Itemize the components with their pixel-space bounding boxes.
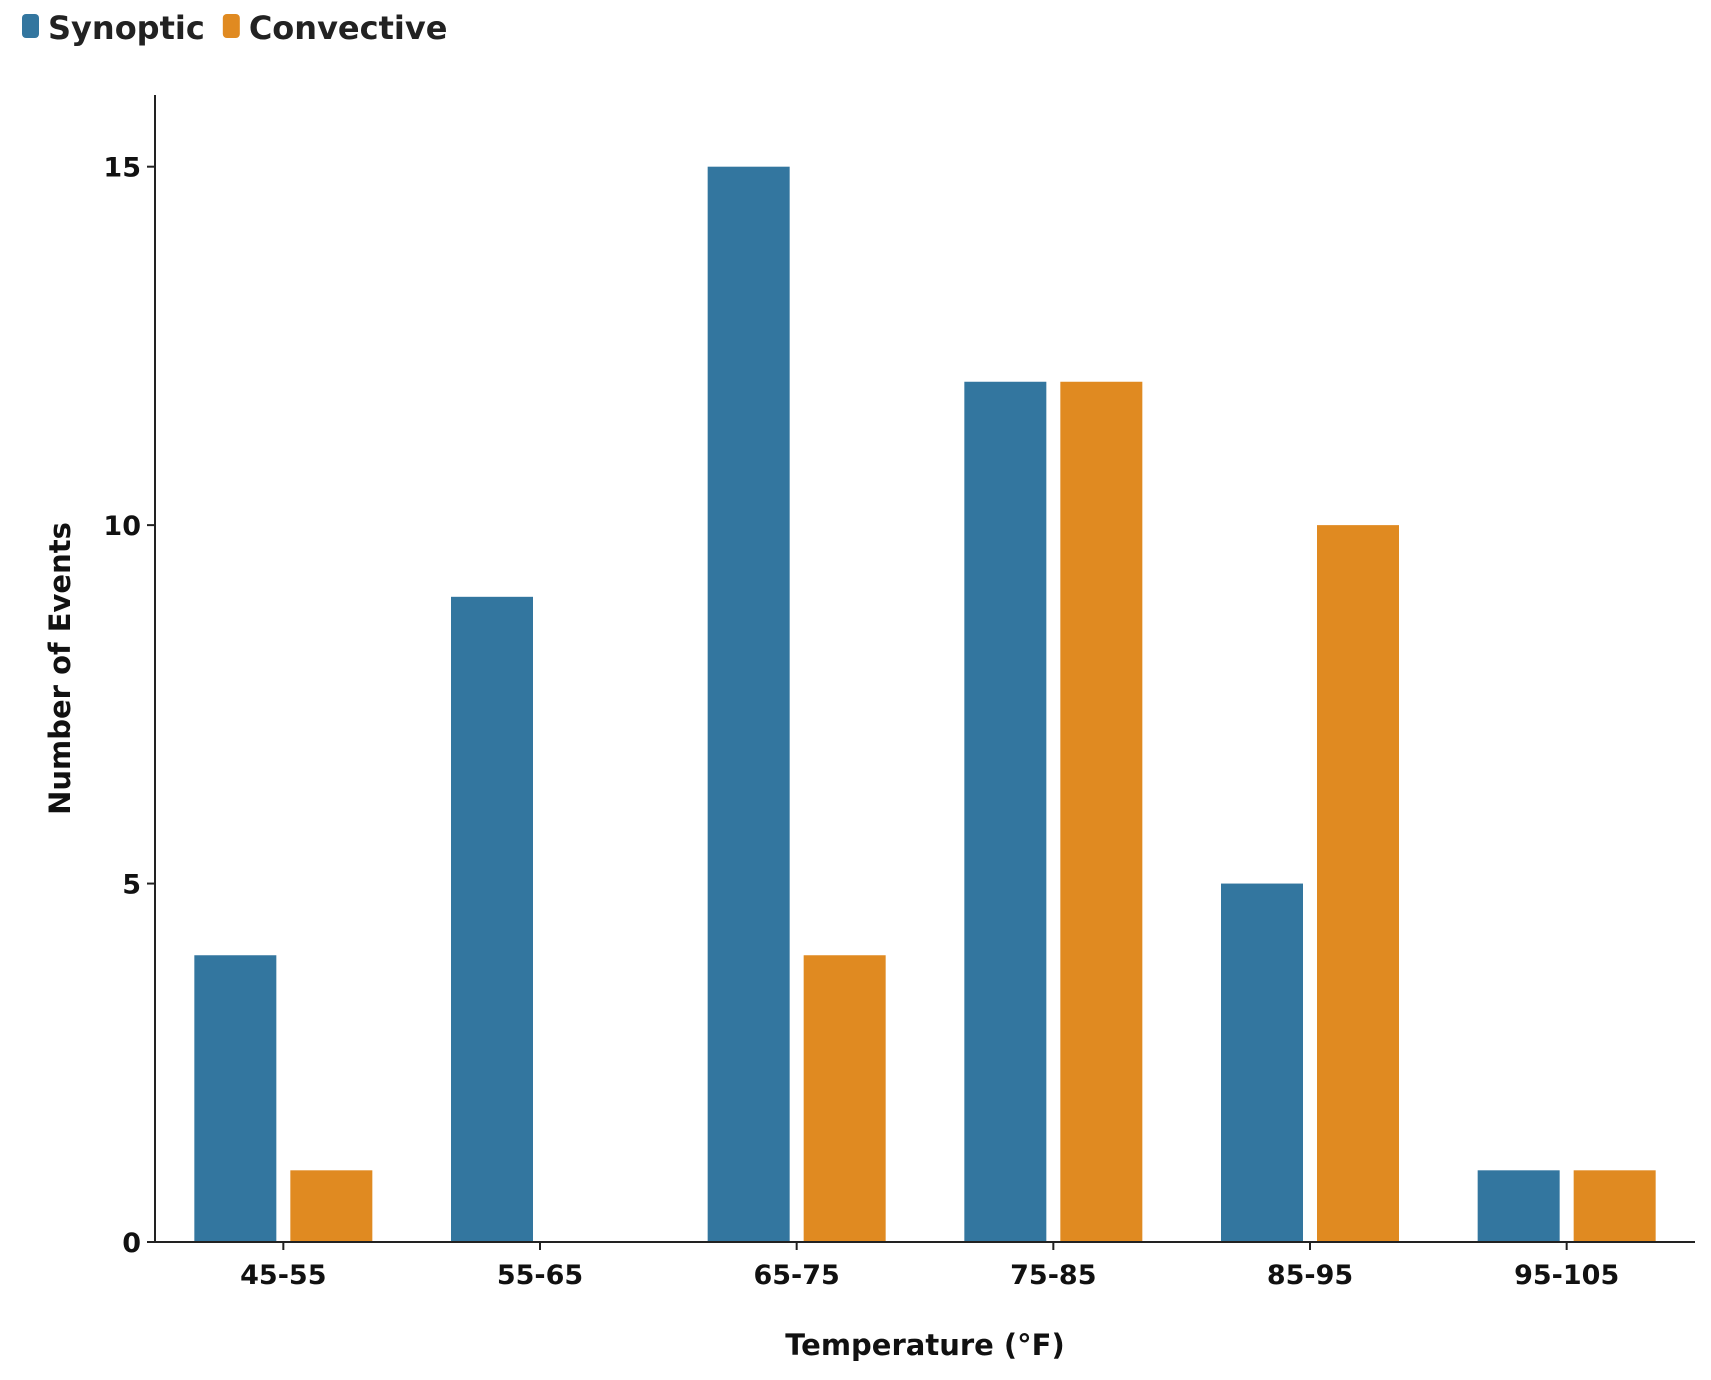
legend-label-convective: Convective: [249, 9, 448, 47]
x-axis-title: Temperature (°F): [785, 1328, 1065, 1362]
y-tick-label: 5: [122, 870, 141, 901]
bar-convective-45-55: [290, 1170, 373, 1242]
bar-synoptic-45-55: [194, 955, 277, 1242]
x-tick-label: 65-75: [753, 1260, 839, 1291]
bar-synoptic-55-65: [451, 596, 533, 1242]
legend: Synoptic Convective: [22, 9, 447, 47]
bar-synoptic-85-95: [1221, 883, 1303, 1242]
x-axis: 45-55 55-65 65-75 75-85 85-95 95-105: [155, 1241, 1695, 1291]
x-tick-label: 55-65: [497, 1260, 583, 1291]
bar-synoptic-65-75: [707, 166, 790, 1242]
x-tick-label: 85-95: [1267, 1260, 1353, 1291]
bar-synoptic-95-105: [1477, 1170, 1560, 1242]
x-tick-label: 75-85: [1010, 1260, 1096, 1291]
y-axis-title: Number of Events: [43, 522, 77, 815]
legend-label-synoptic: Synoptic: [48, 9, 205, 47]
y-axis: 0 5 10 15: [103, 95, 156, 1259]
bars-group: [194, 166, 1656, 1242]
bar-convective-65-75: [803, 955, 886, 1242]
y-tick-label: 15: [103, 153, 141, 184]
y-tick-label: 0: [122, 1228, 141, 1259]
bar-synoptic-75-85: [964, 381, 1047, 1242]
legend-swatch-synoptic: [22, 14, 39, 38]
legend-swatch-convective: [222, 14, 240, 38]
x-tick-label: 45-55: [240, 1260, 326, 1291]
bar-convective-95-105: [1573, 1170, 1656, 1242]
bar-convective-75-85: [1060, 381, 1143, 1242]
x-tick-label: 95-105: [1514, 1260, 1619, 1291]
bar-convective-85-95: [1317, 525, 1399, 1242]
y-tick-label: 10: [103, 511, 141, 542]
